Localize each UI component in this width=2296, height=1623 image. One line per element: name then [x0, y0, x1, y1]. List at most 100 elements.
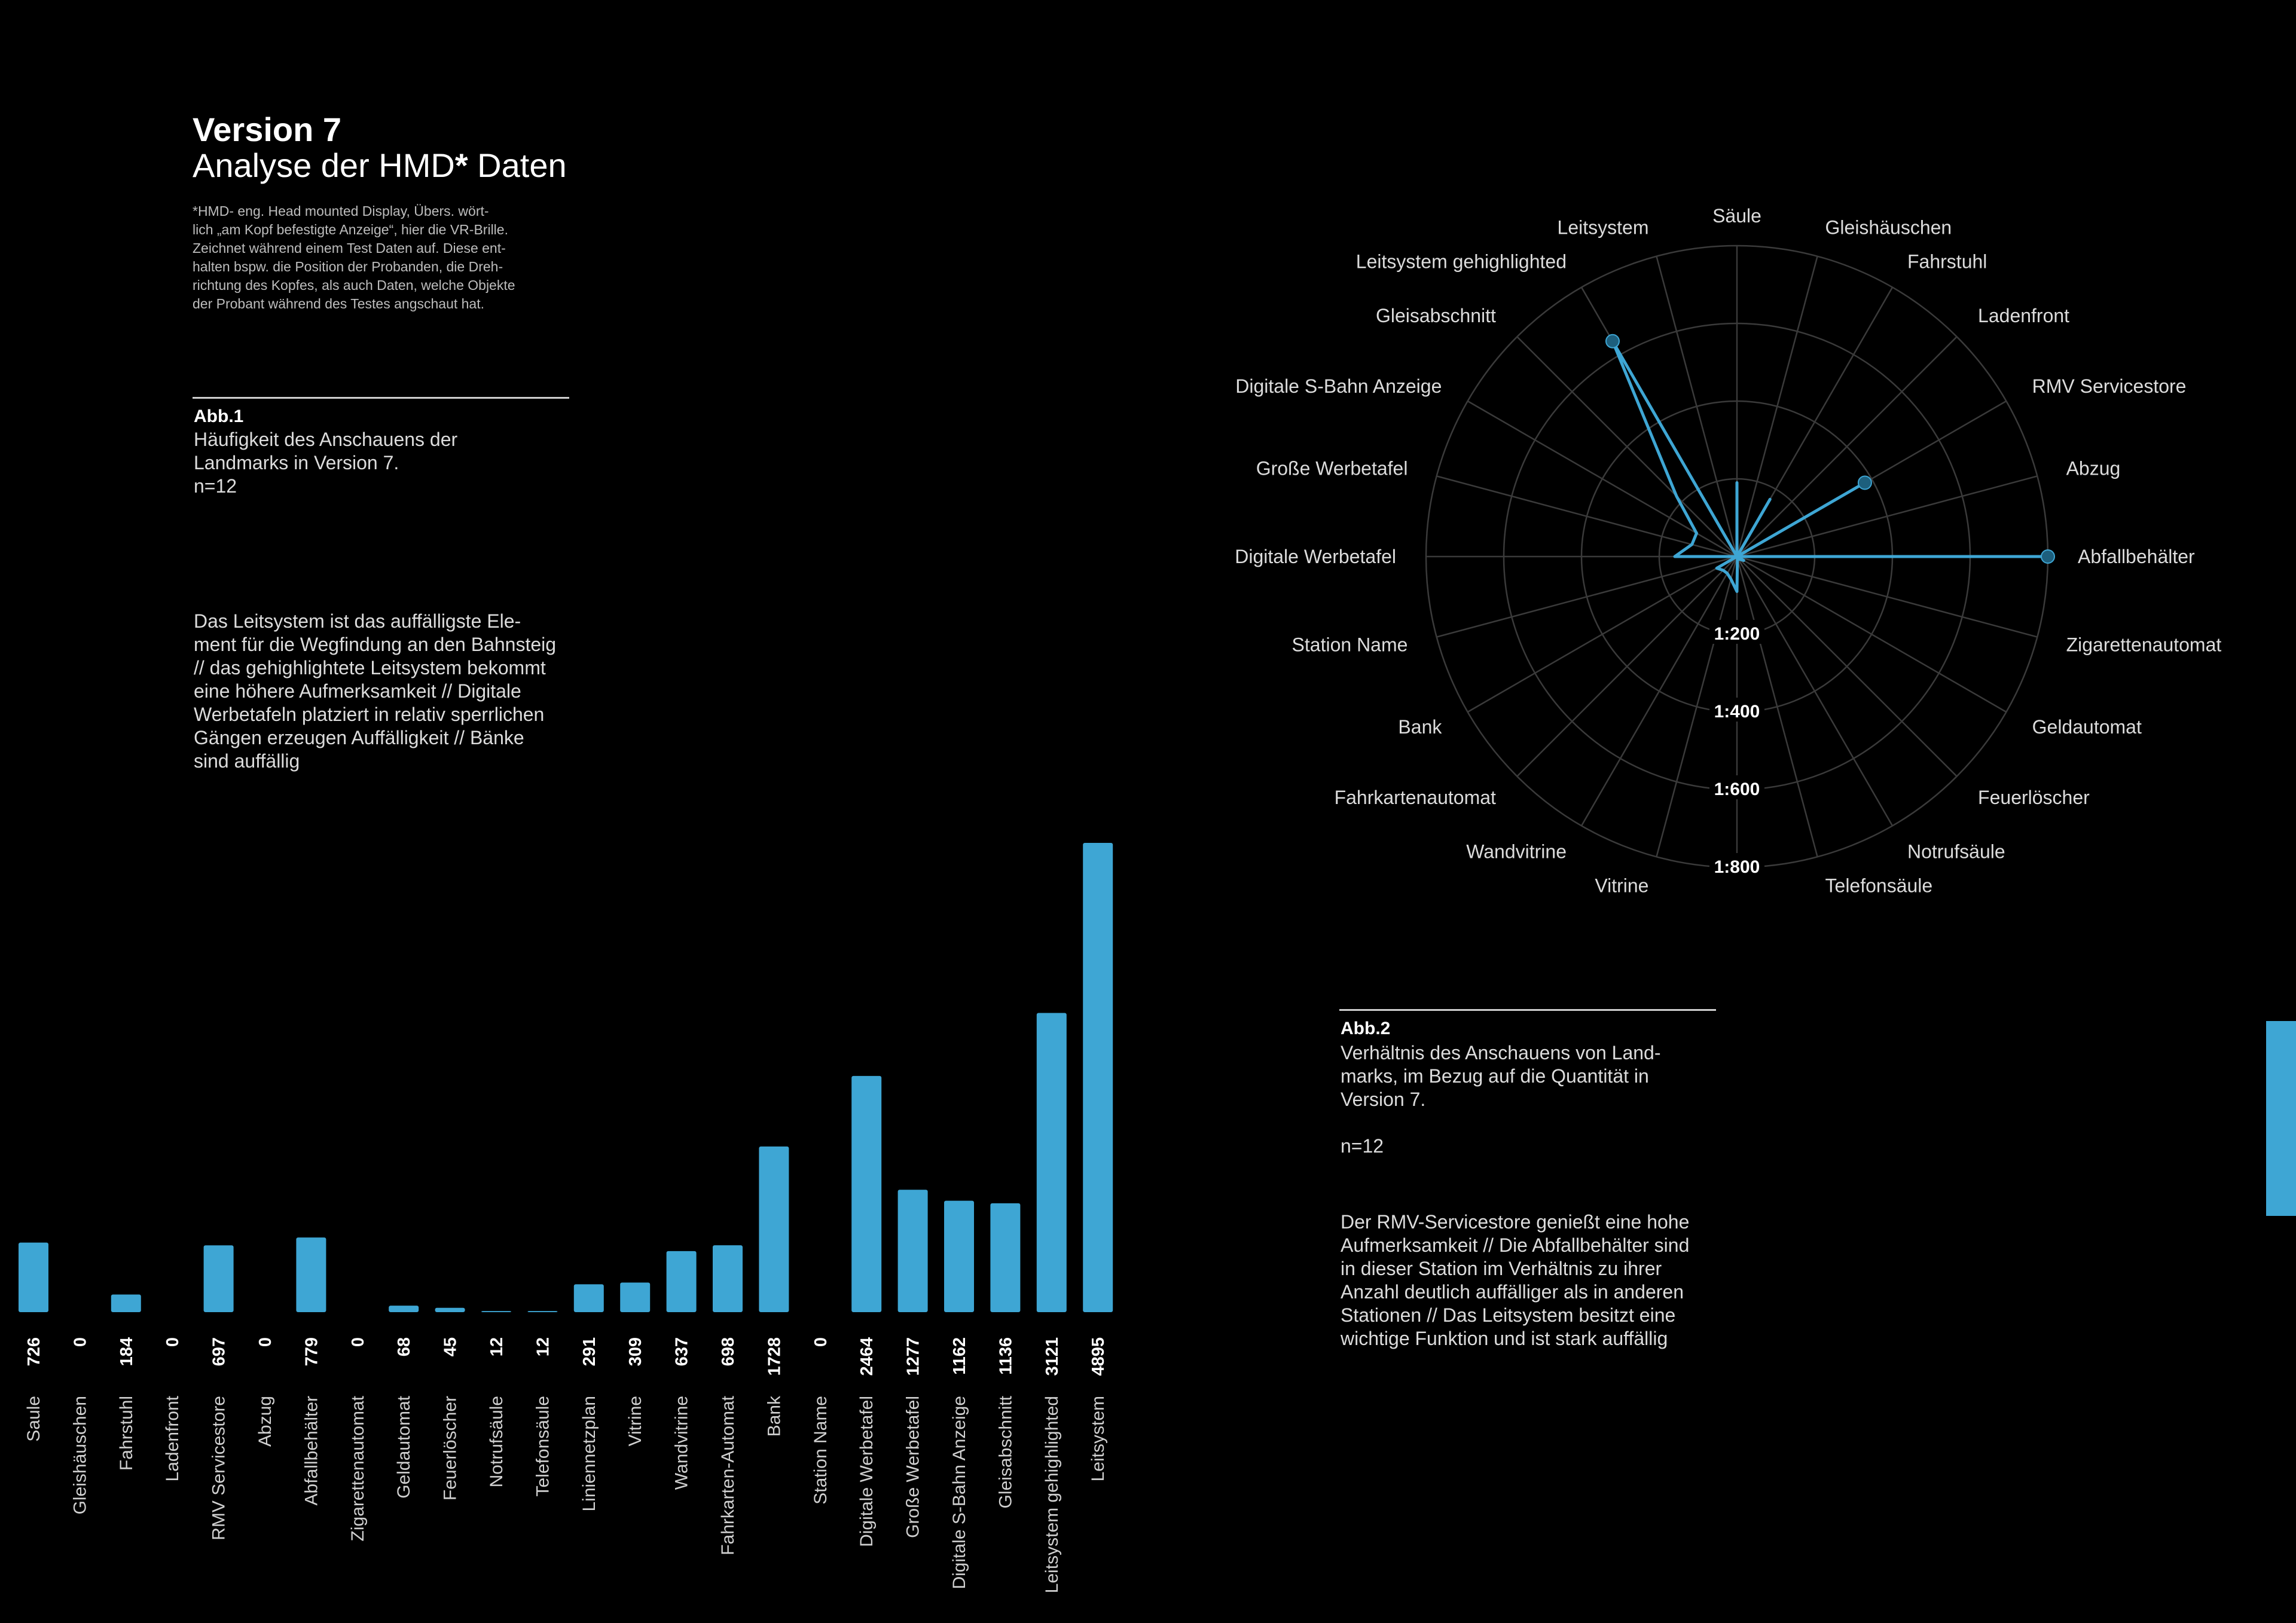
bar-value-label: 697 — [210, 1337, 229, 1366]
bar-category-label: Vitrine — [625, 1396, 645, 1447]
bar-category-label: Fahrstuhl — [117, 1396, 136, 1471]
radar-spoke — [1736, 475, 2038, 558]
bar — [666, 1251, 697, 1312]
footnote: *HMD- eng. Head mounted Display, Übers. … — [193, 203, 515, 311]
radar-ring-label-bg — [1709, 775, 1764, 799]
radar-ring-label-bg — [1709, 853, 1764, 877]
radar-axis-label: Feuerlöscher — [1978, 787, 2090, 808]
bar-category-label: RMV Servicestore — [209, 1396, 229, 1541]
radar-ring-label: 1:600 — [1714, 780, 1760, 799]
page-title: Version 7 — [193, 111, 342, 148]
figure1-caption: Häufigkeit des Anschauens der Landmarks … — [194, 429, 458, 497]
bar-category-label: Gleisabschnitt — [996, 1395, 1015, 1508]
radar-axis-label: Telefonsäule — [1825, 875, 1933, 897]
figure2-label: Abb.2 — [1341, 1019, 1391, 1038]
bar-category-label: Leitsystem — [1088, 1396, 1108, 1481]
radar-spoke — [1736, 555, 2007, 713]
radar-spoke — [1436, 475, 1738, 558]
bar — [481, 1311, 511, 1312]
bar-value-label: 184 — [117, 1337, 136, 1366]
bar-category-label: Zigarettenautomat — [348, 1395, 368, 1541]
bar-category-label: Station Name — [811, 1396, 831, 1505]
radar-axis-label: Leitsystem — [1558, 216, 1649, 238]
bar — [1036, 1013, 1067, 1312]
bar-value-label: 3121 — [1043, 1337, 1062, 1376]
bar — [944, 1200, 974, 1312]
bar — [527, 1311, 558, 1312]
radar-axis-label: Leitsystem gehighlighted — [1356, 250, 1567, 272]
bar-value-label: 1728 — [765, 1337, 784, 1376]
figure1-text: Das Leitsystem ist das auffälligste Ele-… — [194, 610, 557, 772]
bar-value-label: 1136 — [996, 1337, 1015, 1375]
bar-category-label: Feuerlöscher — [441, 1396, 460, 1500]
radar-ring-label: 1:800 — [1714, 857, 1760, 877]
radar-axis-label: Digitale S-Bahn Anzeige — [1235, 375, 1442, 397]
radar-axis-label: RMV Servicestore — [2032, 375, 2187, 397]
radar-spoke — [1736, 556, 1958, 777]
bar — [851, 1075, 882, 1312]
figure1-label: Abb.1 — [194, 406, 244, 426]
bar-category-label: Abfallbehälter — [301, 1396, 321, 1505]
bar-value-label: 0 — [256, 1337, 275, 1347]
radar-point — [1857, 475, 1872, 490]
bar — [897, 1190, 928, 1312]
bar-value-label: 291 — [580, 1337, 599, 1366]
figure1-rule — [193, 397, 569, 399]
bar — [389, 1306, 419, 1312]
radar-spoke — [1656, 256, 1738, 557]
radar-axis-label: Zigarettenautomat — [2066, 634, 2222, 656]
bar — [111, 1294, 141, 1312]
bar-value-label: 0 — [349, 1337, 368, 1347]
bar-category-label: Notrufsäule — [487, 1396, 506, 1487]
radar-spoke — [1736, 556, 1818, 857]
bar — [573, 1284, 604, 1312]
radar-ring-label: 1:200 — [1714, 624, 1760, 644]
radar-axis-label: Abzug — [2066, 457, 2121, 479]
bar-category-label: Leitsystem gehighlighted — [1042, 1396, 1062, 1593]
radar-axis-label: Notrufsäule — [1907, 841, 2005, 863]
bar-category-label: Liniennetzplan — [579, 1396, 599, 1512]
bar-category-label: Fahrkarten-Automat — [718, 1395, 738, 1555]
radar-spoke — [1516, 556, 1738, 777]
radar-axis-label: Geldautomat — [2032, 716, 2142, 738]
bar-category-label: Geldautomat — [394, 1395, 414, 1498]
bar-value-label: 12 — [487, 1337, 506, 1356]
radar-ring-label-bg — [1709, 620, 1764, 644]
subtitle-text: Analyse der HMD — [193, 146, 455, 184]
bar — [759, 1146, 789, 1312]
subtitle-asterisk: * — [454, 146, 468, 184]
radar-axis-label: Ladenfront — [1978, 305, 2069, 326]
radar-axis-label: Wandvitrine — [1466, 841, 1567, 863]
bar-value-label: 0 — [811, 1337, 831, 1347]
bar-value-label: 698 — [719, 1337, 738, 1366]
radar-ring-label: 1:400 — [1714, 702, 1760, 722]
radar-axis-label: Säule — [1712, 205, 1761, 227]
radar-spoke — [1436, 555, 1738, 638]
bar-category-label: Digitale Werbetafel — [857, 1396, 877, 1547]
bar-chart: 726 Saule 0 Gleishäuschen 184 Fahrstuhl 0 Laden… — [19, 843, 1113, 1593]
radar-spoke — [1736, 556, 1894, 826]
radar-axis-label: Abfallbehälter — [2078, 546, 2195, 567]
bar-category-label: Wandvitrine — [672, 1396, 692, 1490]
side-tab[interactable] — [2266, 1021, 2296, 1216]
bar-value-label: 309 — [626, 1337, 645, 1366]
bar-value-label: 45 — [441, 1337, 460, 1356]
bar-category-label: Bank — [764, 1395, 784, 1436]
radar-spoke — [1467, 400, 1738, 558]
radar-axis-label: Vitrine — [1595, 875, 1648, 897]
radar-point — [2041, 549, 2055, 564]
radar-axis-label: Gleishäuschen — [1825, 216, 1952, 238]
bar — [990, 1203, 1021, 1312]
radar-axis-label: Digitale Werbetafel — [1235, 546, 1396, 567]
bar-value-label: 68 — [395, 1337, 414, 1356]
figure2-rule — [1339, 1009, 1716, 1011]
page-subtitle: Analyse der HMD* Daten — [193, 147, 567, 184]
radar-chart: Säule Gleishäuschen Fahrstuhl Ladenfront RMV… — [1235, 205, 2222, 897]
radar-axis-label: Fahrstuhl — [1907, 250, 1987, 272]
radar-spoke — [1467, 555, 1738, 713]
bar-value-label: 779 — [302, 1337, 321, 1366]
subtitle-text-end: Daten — [468, 146, 567, 184]
bar-category-label: Abzug — [255, 1396, 275, 1447]
radar-axis-label: Fahrkartenautomat — [1335, 787, 1496, 808]
bar-category-label: Saule — [24, 1396, 44, 1442]
